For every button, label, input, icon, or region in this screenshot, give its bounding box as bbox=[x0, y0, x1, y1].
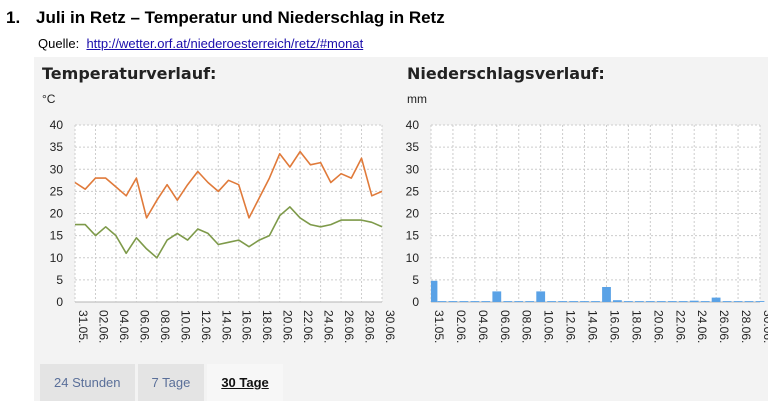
y-tick-label: 25 bbox=[50, 184, 64, 198]
precip-bar bbox=[580, 301, 589, 302]
y-tick-label: 30 bbox=[406, 162, 420, 176]
heading-text: Juli in Retz – Temperatur und Niederschl… bbox=[36, 8, 445, 27]
x-tick-label: 31.05. bbox=[432, 310, 446, 343]
precip-bar bbox=[645, 301, 655, 302]
x-tick-label: 16.06. bbox=[240, 310, 254, 343]
precip-bar bbox=[448, 301, 458, 302]
x-tick-label: 30.06. bbox=[383, 310, 397, 343]
precip-bar bbox=[667, 301, 677, 302]
precip-bar bbox=[711, 297, 721, 302]
x-tick-label: 20.06. bbox=[281, 310, 295, 343]
precip-bar bbox=[722, 301, 732, 302]
source-link[interactable]: http://wetter.orf.at/niederoesterreich/r… bbox=[86, 36, 364, 51]
source-label: Quelle: bbox=[38, 36, 80, 51]
x-tick-label: 10.06. bbox=[178, 310, 192, 343]
x-tick-label: 20.06. bbox=[651, 310, 665, 343]
y-tick-label: 35 bbox=[50, 140, 64, 154]
precip-bar bbox=[481, 301, 491, 302]
precip-bar bbox=[613, 300, 622, 302]
precip-bar bbox=[492, 291, 502, 302]
temperature-unit: °C bbox=[42, 92, 56, 106]
source-line: Quelle: http://wetter.orf.at/niederoeste… bbox=[38, 36, 363, 51]
range-tabs: 24 Stunden 7 Tage 30 Tage bbox=[40, 364, 286, 401]
precip-bar bbox=[558, 301, 567, 302]
precip-bar bbox=[569, 301, 578, 302]
x-tick-label: 22.06. bbox=[301, 310, 315, 343]
y-tick-label: 15 bbox=[50, 229, 64, 243]
x-tick-label: 10.06. bbox=[542, 310, 556, 343]
x-tick-label: 18.06. bbox=[629, 310, 643, 343]
y-tick-label: 10 bbox=[50, 251, 64, 265]
y-tick-label: 35 bbox=[406, 140, 420, 154]
x-tick-label: 24.06. bbox=[695, 310, 709, 343]
tab-24-stunden[interactable]: 24 Stunden bbox=[40, 364, 135, 401]
precipitation-title: Niederschlagsverlauf: bbox=[407, 64, 605, 83]
precip-bar bbox=[547, 301, 556, 302]
x-tick-label: 06.06. bbox=[498, 310, 512, 343]
precip-bar bbox=[503, 301, 513, 302]
series-line-min-temperature bbox=[75, 206, 383, 259]
y-tick-label: 0 bbox=[56, 295, 63, 309]
y-tick-label: 10 bbox=[406, 251, 420, 265]
heading-number: 1. bbox=[6, 8, 21, 27]
precip-bar bbox=[525, 301, 535, 302]
y-tick-label: 40 bbox=[50, 118, 64, 132]
x-tick-label: 02.06. bbox=[454, 310, 468, 343]
y-tick-label: 15 bbox=[406, 229, 420, 243]
precip-bar bbox=[591, 301, 600, 302]
x-tick-label: 04.06. bbox=[476, 310, 490, 343]
tab-7-tage[interactable]: 7 Tage bbox=[137, 364, 205, 401]
x-tick-label: 22.06. bbox=[673, 310, 687, 343]
precip-bar bbox=[689, 300, 699, 302]
precip-bar bbox=[678, 301, 688, 302]
x-tick-label: 04.06. bbox=[117, 310, 131, 343]
x-tick-label: 06.06. bbox=[137, 310, 151, 343]
precip-bar bbox=[733, 301, 743, 302]
y-tick-label: 0 bbox=[412, 295, 419, 309]
precip-bar bbox=[514, 301, 524, 302]
precip-bar bbox=[437, 301, 447, 302]
x-tick-label: 12.06. bbox=[199, 310, 213, 343]
precip-bar bbox=[656, 301, 666, 302]
precipitation-unit: mm bbox=[407, 92, 427, 106]
precip-bar bbox=[635, 301, 644, 302]
y-tick-label: 30 bbox=[50, 162, 64, 176]
x-tick-label: 31.05. bbox=[76, 310, 90, 343]
precip-bar bbox=[431, 280, 438, 302]
y-tick-label: 5 bbox=[412, 273, 419, 287]
x-tick-label: 30.06. bbox=[761, 310, 768, 343]
y-tick-label: 40 bbox=[406, 118, 420, 132]
y-tick-label: 5 bbox=[56, 273, 63, 287]
x-tick-label: 16.06. bbox=[607, 310, 621, 343]
x-tick-label: 08.06. bbox=[158, 310, 172, 343]
x-tick-label: 26.06. bbox=[717, 310, 731, 343]
x-tick-label: 14.06. bbox=[586, 310, 600, 343]
temperature-title: Temperaturverlauf: bbox=[42, 64, 217, 83]
precip-bar bbox=[536, 291, 546, 302]
precip-bar bbox=[700, 301, 710, 302]
precip-bar bbox=[744, 301, 754, 302]
y-tick-label: 25 bbox=[406, 184, 420, 198]
precip-bar bbox=[602, 287, 611, 302]
series-line-max-temperature bbox=[74, 150, 383, 219]
x-tick-label: 18.06. bbox=[260, 310, 274, 343]
y-tick-label: 20 bbox=[50, 207, 64, 221]
precip-bar bbox=[755, 301, 765, 302]
x-tick-label: 02.06. bbox=[96, 310, 110, 343]
precip-bar bbox=[459, 301, 469, 302]
x-tick-label: 12.06. bbox=[564, 310, 578, 343]
precip-bar bbox=[470, 301, 480, 302]
x-tick-label: 14.06. bbox=[219, 310, 233, 343]
x-tick-label: 26.06. bbox=[342, 310, 356, 343]
x-tick-label: 28.06. bbox=[739, 310, 753, 343]
y-tick-label: 20 bbox=[406, 207, 420, 221]
page-heading: 1. Juli in Retz – Temperatur und Niedersc… bbox=[6, 8, 445, 28]
x-tick-label: 28.06. bbox=[363, 310, 377, 343]
tab-30-tage[interactable]: 30 Tage bbox=[207, 364, 283, 401]
precip-bar bbox=[624, 301, 633, 302]
x-tick-label: 24.06. bbox=[322, 310, 336, 343]
x-tick-label: 08.06. bbox=[520, 310, 534, 343]
